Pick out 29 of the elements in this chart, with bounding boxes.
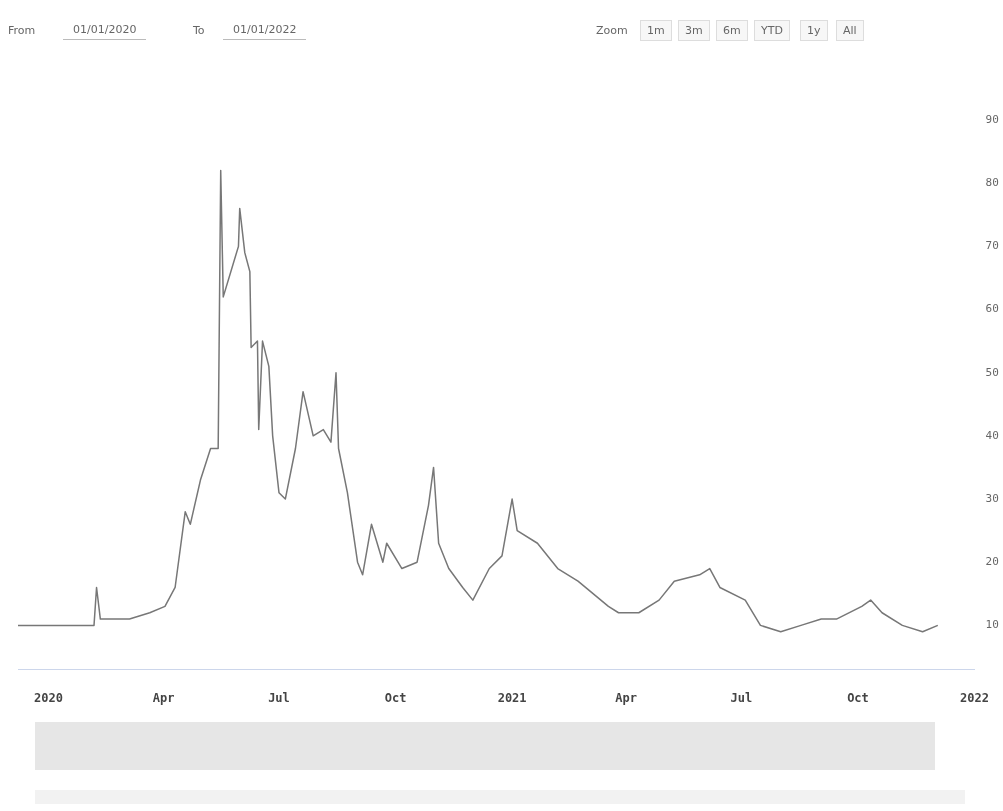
y-tick-label: 70 xyxy=(985,239,999,253)
y-tick-label: 90 xyxy=(985,112,999,126)
x-tick-label: 2022 xyxy=(960,690,989,705)
text: To xyxy=(193,24,205,37)
x-tick-label: Apr xyxy=(615,690,637,705)
text: 3m xyxy=(678,20,710,41)
x-tick-label: 2021 xyxy=(497,690,527,705)
text: 01/01/2022 xyxy=(223,20,307,40)
text: 1m xyxy=(640,20,672,41)
y-tick-label: 80 xyxy=(985,176,999,190)
x-tick-label: Apr xyxy=(152,690,175,705)
y-tick-label: 30 xyxy=(985,491,999,505)
text: 6m xyxy=(716,20,748,41)
text: YTD xyxy=(754,20,790,41)
y-tick-label: 10 xyxy=(985,618,999,632)
x-tick-label: 2020 xyxy=(33,690,63,705)
y-tick-label: 40 xyxy=(985,428,999,442)
x-tick-label: Oct xyxy=(847,690,869,705)
y-tick-label: 20 xyxy=(985,555,999,569)
text: From xyxy=(8,24,36,37)
text: 01/01/2020 xyxy=(63,20,147,40)
text: Zoom xyxy=(596,24,628,37)
y-tick-label: 50 xyxy=(985,365,999,379)
text: 1y xyxy=(800,20,828,41)
y-tick-label: 60 xyxy=(985,302,999,316)
x-tick-label: Jul xyxy=(268,690,290,705)
x-tick-label: Jul xyxy=(730,690,753,705)
x-tick-label: Oct xyxy=(384,690,407,705)
text: All xyxy=(836,20,864,41)
